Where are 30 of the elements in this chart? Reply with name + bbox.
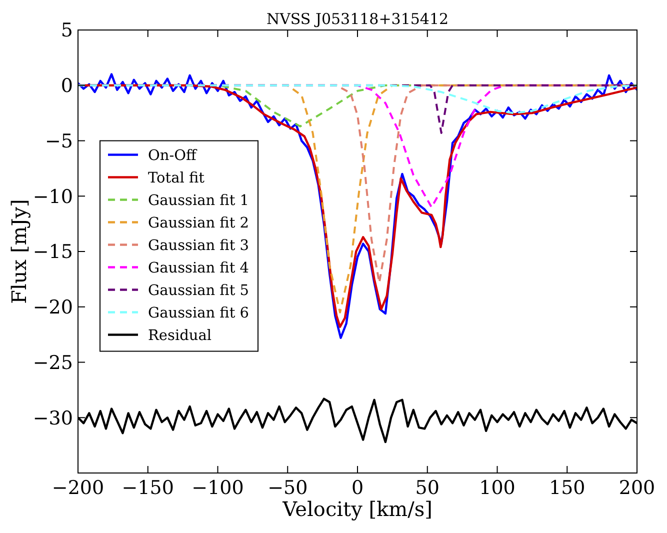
- legend-label: Gaussian fit 1: [148, 192, 250, 209]
- x-tick-label: −50: [268, 477, 308, 499]
- x-tick-label: 150: [548, 477, 586, 499]
- legend-label: Gaussian fit 2: [148, 215, 250, 232]
- y-tick-label: 5: [60, 20, 73, 42]
- x-tick-label: 200: [618, 477, 656, 499]
- y-tick-label: 0: [60, 75, 73, 98]
- chart-title: NVSS J053118+315412: [266, 10, 449, 28]
- legend-label: Gaussian fit 3: [148, 238, 250, 254]
- x-tick-label: −100: [192, 477, 244, 499]
- x-tick-label: 50: [415, 477, 440, 499]
- legend-label: Gaussian fit 5: [148, 282, 250, 299]
- legend-label: Total fit: [148, 170, 205, 186]
- legend-label: Gaussian fit 6: [148, 305, 250, 322]
- legend-label: Residual: [148, 328, 212, 344]
- line-series: [78, 84, 637, 114]
- y-tick-label: −25: [32, 352, 73, 374]
- x-tick-label: 100: [479, 477, 516, 499]
- x-axis-title: Velocity [km/s]: [282, 497, 432, 521]
- y-tick-label: −30: [32, 407, 73, 430]
- x-tick-label: −150: [122, 477, 174, 499]
- legend-label: Gaussian fit 4: [148, 260, 250, 276]
- y-tick-label: −10: [32, 186, 73, 208]
- x-tick-label: −200: [52, 477, 104, 499]
- y-tick-label: −20: [32, 296, 73, 319]
- x-tick-label: 0: [351, 477, 364, 499]
- legend-label: On-Off: [148, 148, 198, 164]
- y-axis-title: Flux [mJy]: [7, 199, 31, 304]
- y-tick-label: −5: [44, 130, 73, 152]
- y-tick-label: −15: [32, 241, 73, 264]
